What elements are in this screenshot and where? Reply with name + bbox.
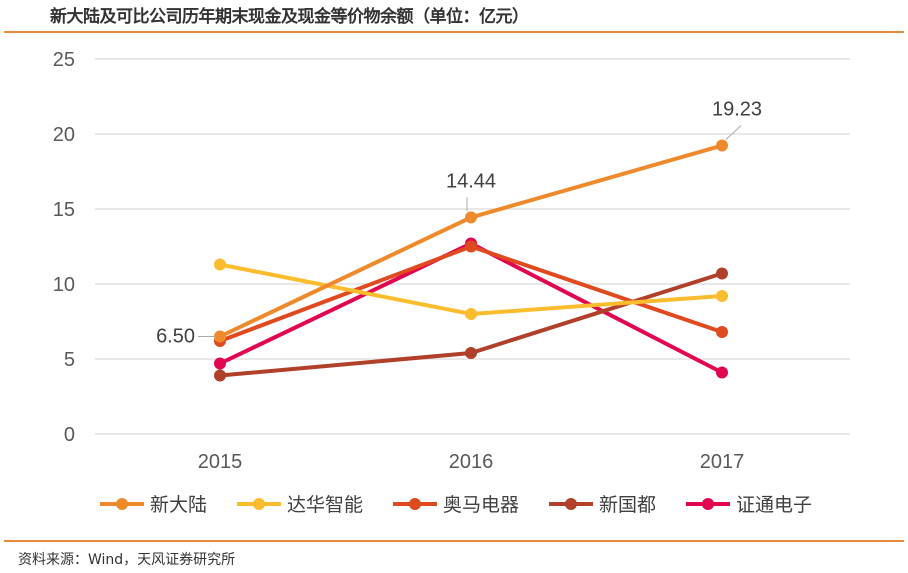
legend-marker	[253, 498, 265, 510]
data-point	[214, 357, 226, 370]
legend-label: 新国都	[599, 494, 656, 516]
legend-label: 达华智能	[287, 494, 363, 516]
legend-item-达华智能: 达华智能	[237, 494, 363, 516]
data-point	[716, 326, 728, 338]
y-tick-label: 15	[53, 199, 75, 221]
legend-label: 证通电子	[736, 494, 812, 516]
top-divider	[4, 31, 904, 33]
y-tick-label: 5	[64, 349, 75, 371]
legend-item-新国都: 新国都	[549, 494, 656, 516]
y-tick-label: 0	[64, 424, 75, 446]
chart-title: 新大陆及可比公司历年期末现金及现金等价物余额（单位：亿元）	[50, 7, 529, 27]
x-tick-label: 2016	[449, 451, 494, 473]
x-tick-label: 2015	[198, 451, 243, 473]
y-tick-label: 10	[53, 274, 75, 296]
data-point	[716, 139, 728, 152]
data-point	[465, 347, 477, 359]
legend-item-证通电子: 证通电子	[686, 494, 812, 516]
data-point	[214, 258, 226, 271]
legend-label: 新大陆	[150, 494, 207, 516]
legend-marker	[409, 498, 421, 510]
x-tick-label: 2017	[700, 451, 745, 473]
line-chart: 0 5 10 15 20 25 2015 2016 2017 6.50 14.44 19.23 新大陆 达…	[53, 49, 850, 516]
y-tick-label: 20	[53, 124, 75, 146]
data-point	[716, 290, 728, 302]
legend-marker	[116, 498, 128, 510]
data-point	[716, 267, 728, 280]
data-point	[465, 308, 477, 320]
legend-label: 奥马电器	[443, 494, 519, 516]
data-label: 14.44	[446, 170, 496, 192]
y-tick-label: 25	[53, 49, 75, 71]
legend-item-奥马电器: 奥马电器	[393, 494, 519, 516]
legend-marker	[702, 498, 714, 510]
label-leader	[725, 125, 742, 140]
legend-marker	[565, 498, 577, 510]
data-label: 19.23	[712, 99, 762, 121]
data-point	[465, 211, 477, 224]
data-point	[465, 240, 477, 253]
data-label: 6.50	[156, 326, 195, 348]
source-note: 资料来源：Wind，天风证券研究所	[18, 552, 236, 568]
data-point	[716, 366, 728, 379]
bottom-divider	[4, 540, 904, 542]
data-point	[214, 330, 226, 343]
legend-item-新大陆: 新大陆	[100, 494, 207, 516]
data-point	[214, 369, 226, 382]
series-line-新国都	[219, 271, 723, 378]
